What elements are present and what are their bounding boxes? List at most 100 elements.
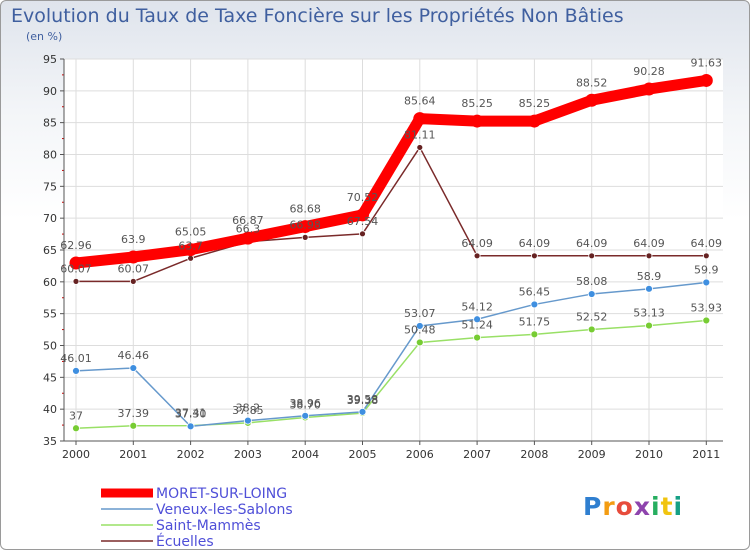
data-point-ecuelles [129,277,137,285]
y-tick-label: 70 [43,212,57,225]
logo-letter: i [651,492,661,521]
data-point-ecuelles [359,230,366,238]
data-label-moret-sur-loing: 63.9 [121,233,146,246]
legend-label-veneux-les-sablons: Veneux-les-Sablons [156,502,293,518]
logo-letter: i [673,492,684,521]
data-label-saint-mammes: 37.85 [232,404,264,417]
data-label-moret-sur-loing: 68.68 [289,203,321,216]
x-tick-label: 2000 [62,448,90,461]
data-point-moret-sur-loing [699,73,713,87]
data-label-ecuelles: 64.09 [576,237,608,250]
data-label-veneux-les-sablons: 37.30 [175,407,207,420]
data-point-moret-sur-loing [642,82,656,96]
data-label-veneux-les-sablons: 46.46 [118,349,150,362]
data-point-veneux-les-sablons [530,300,539,309]
x-tick-label: 2006 [406,448,434,461]
data-label-ecuelles: 63.7 [178,239,203,252]
data-label-saint-mammes: 53.13 [633,307,665,320]
data-point-moret-sur-loing [585,93,599,107]
legend-label-ecuelles: Écuelles [156,533,214,549]
x-tick-label: 2009 [578,448,606,461]
data-point-ecuelles [588,252,596,260]
data-point-ecuelles [531,252,538,260]
data-point-ecuelles [702,252,710,260]
y-tick-label: 40 [43,403,57,416]
logo-letter: t [660,492,674,521]
data-point-veneux-les-sablons [645,284,653,293]
data-point-ecuelles [301,233,309,241]
data-label-ecuelles: 66.3 [236,223,261,236]
data-point-saint-mammes [702,316,711,325]
data-label-moret-sur-loing: 90.28 [633,65,665,78]
y-tick-label: 95 [43,53,57,66]
data-point-moret-sur-loing [241,231,255,245]
x-tick-label: 2010 [635,448,663,461]
data-point-moret-sur-loing [470,114,484,128]
y-tick-label: 45 [43,371,57,384]
data-label-moret-sur-loing: 91.63 [691,56,723,69]
data-point-veneux-les-sablons [243,416,252,425]
data-label-ecuelles: 64.09 [519,237,551,250]
logo-letter: r [602,492,616,521]
data-point-saint-mammes [587,325,596,334]
data-point-moret-sur-loing [126,250,140,264]
data-label-veneux-les-sablons: 46.01 [60,352,92,365]
data-label-ecuelles: 66.98 [289,218,321,231]
y-tick-label: 60 [43,276,57,289]
data-point-saint-mammes [473,333,482,342]
data-label-saint-mammes: 37 [69,409,83,422]
series-line-saint-mammes [75,319,708,430]
data-point-moret-sur-loing [413,112,427,126]
data-point-veneux-les-sablons [129,364,138,372]
data-label-veneux-les-sablons: 38.2 [236,402,261,415]
data-label-saint-mammes: 38.70 [289,398,321,411]
data-point-veneux-les-sablons [358,407,367,416]
data-point-saint-mammes [72,424,80,433]
data-label-moret-sur-loing: 62.96 [60,239,92,252]
y-tick-label: 90 [43,85,57,98]
data-label-moret-sur-loing: 85.25 [461,97,493,110]
x-tick-label: 2011 [692,448,720,461]
data-point-veneux-les-sablons [473,315,482,324]
data-label-veneux-les-sablons: 58.9 [637,270,662,283]
y-tick-label: 85 [43,117,57,130]
data-point-veneux-les-sablons [587,290,596,298]
data-label-veneux-les-sablons: 39.58 [347,393,379,406]
data-label-ecuelles: 67.54 [347,215,379,228]
x-tick-label: 2003 [234,448,262,461]
data-label-saint-mammes: 37.39 [118,407,150,420]
data-label-saint-mammes: 52.52 [576,310,608,323]
data-point-veneux-les-sablons [301,411,310,420]
x-tick-label: 2007 [463,448,491,461]
data-label-saint-mammes: 53.93 [691,301,723,314]
x-tick-label: 2005 [349,448,377,461]
legend-label-saint-mammes: Saint-Mammès [156,518,261,534]
data-label-ecuelles: 60.07 [60,262,92,275]
data-point-moret-sur-loing [184,243,198,257]
data-point-ecuelles [645,252,653,260]
y-tick-label: 35 [43,435,57,448]
data-label-ecuelles: 64.09 [691,237,723,250]
data-point-saint-mammes [530,330,539,339]
data-point-moret-sur-loing [527,114,541,128]
data-point-saint-mammes [645,321,653,330]
series-line-moret-sur-loing [70,74,712,269]
data-label-veneux-les-sablons: 59.9 [694,263,719,276]
chart-subtitle: (en %) [26,30,63,43]
data-label-moret-sur-loing: 70.52 [347,191,379,204]
data-label-saint-mammes: 51.75 [519,315,551,328]
y-tick-label: 55 [43,308,57,321]
y-tick-label: 75 [43,180,57,193]
series-line-ecuelles [75,146,708,283]
logo-letter: P [583,492,603,521]
data-label-moret-sur-loing: 65.05 [175,226,207,239]
data-label-saint-mammes: 39.38 [347,394,379,407]
data-point-saint-mammes [415,338,424,347]
data-point-ecuelles [72,277,80,285]
data-point-ecuelles [473,252,481,260]
legend-label-moret-sur-loing: MORET-SUR-LOING [156,486,287,502]
x-tick-label: 2008 [520,448,548,461]
data-label-veneux-les-sablons: 38.96 [289,397,321,410]
y-tick-label: 65 [43,244,57,257]
data-point-veneux-les-sablons [72,367,80,375]
